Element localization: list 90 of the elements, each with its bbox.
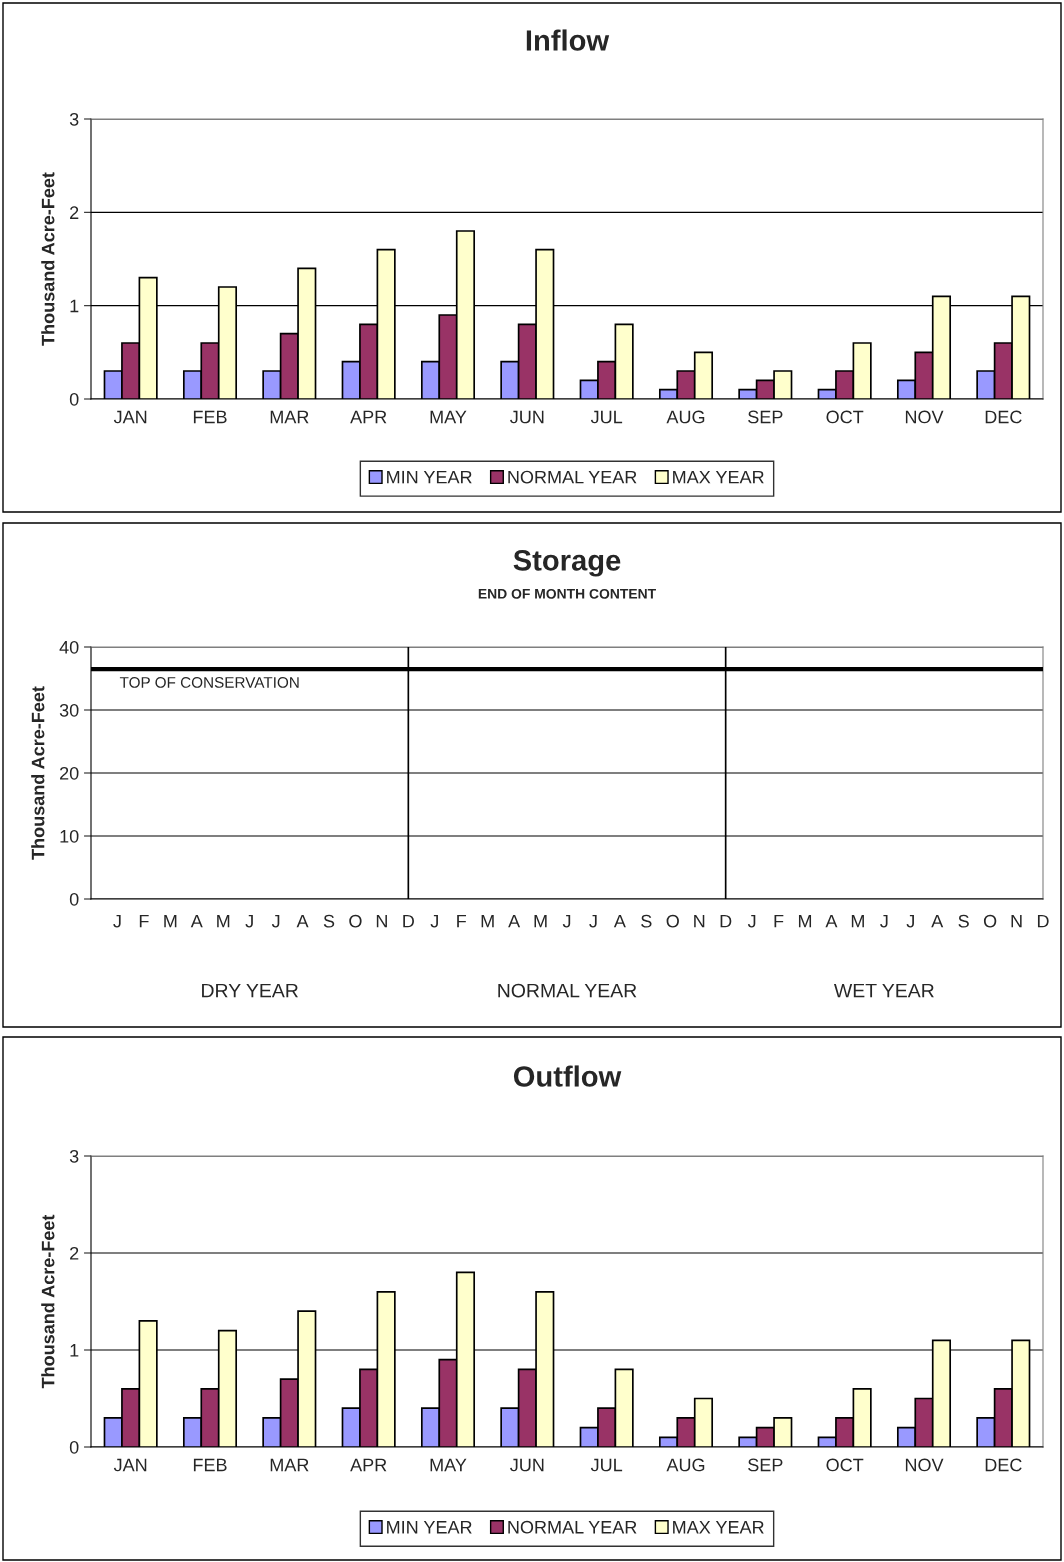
x-tick-label: J — [906, 914, 914, 928]
text: DRY YEAR — [202, 983, 298, 998]
x-tick-label: AUG — [666, 410, 705, 424]
y-tick-label: 0 — [69, 892, 79, 906]
ref-line-label: TOP OF CONSERVATION — [119, 677, 299, 688]
y-axis-title: Thousand Acre-Feet — [41, 172, 55, 346]
y-axis-title: Thousand Acre-Feet — [31, 686, 45, 860]
y-axis-title: Thousand Acre-Feet — [41, 1214, 55, 1389]
x-tick-label: JAN — [113, 410, 147, 424]
x-tick-label: JUL — [590, 410, 623, 424]
legend-label: MAX YEAR — [673, 470, 764, 484]
x-tick-label: F — [774, 914, 784, 928]
x-tick-label: NOV — [905, 410, 944, 424]
x-tick-label: A — [931, 914, 944, 928]
x-tick-label: JUN — [510, 410, 544, 424]
y-tick-label: 3 — [69, 1149, 79, 1163]
x-tick-label: J — [245, 914, 253, 928]
x-tick-label: OCT — [826, 410, 864, 424]
x-tick-label: J — [880, 914, 888, 928]
x-tick-label: JAN — [113, 1458, 147, 1472]
legend-label: NORMAL YEAR — [508, 1520, 637, 1534]
x-tick-label: J — [271, 914, 280, 928]
x-tick-label: J — [589, 914, 597, 928]
x-tick-label: APR — [350, 1458, 387, 1472]
y-tick-label: 0 — [69, 392, 79, 406]
x-tick-label: M — [164, 914, 177, 928]
x-tick-label: F — [457, 914, 467, 928]
x-tick-label: S — [958, 914, 969, 928]
y-tick-label: 20 — [60, 766, 79, 780]
x-tick-label: M — [534, 914, 547, 928]
x-tick-label: A — [190, 914, 203, 928]
y-tick-label: 1 — [70, 1344, 79, 1357]
y-tick-label: 2 — [70, 1246, 79, 1260]
x-tick-label: FEB — [193, 410, 227, 424]
legend-label: NORMAL YEAR — [508, 470, 637, 484]
text: NORMAL YEAR — [498, 983, 637, 998]
x-tick-label: D — [403, 914, 414, 928]
x-tick-label: N — [1011, 914, 1022, 928]
x-tick-label: OCT — [826, 1458, 864, 1472]
x-tick-label: FEB — [193, 1458, 227, 1472]
x-tick-label: J — [747, 914, 756, 928]
x-tick-label: F — [139, 914, 149, 928]
x-tick-label: J — [430, 914, 438, 928]
x-tick-label: M — [851, 914, 864, 928]
x-tick-label: J — [562, 914, 571, 928]
x-tick-label: JUL — [590, 1458, 623, 1472]
x-tick-label: MAY — [430, 1458, 467, 1472]
text: WET YEAR — [833, 983, 934, 998]
x-tick-label: O — [349, 914, 362, 928]
x-tick-label: NOV — [905, 1458, 944, 1472]
x-tick-label: J — [113, 914, 121, 928]
x-tick-label: SEP — [748, 410, 783, 424]
x-tick-label: S — [323, 914, 335, 928]
x-tick-label: D — [1037, 914, 1049, 928]
x-tick-label: SEP — [748, 1458, 783, 1472]
x-tick-label: DEC — [985, 1458, 1022, 1472]
x-tick-label: O — [983, 914, 997, 928]
y-tick-label: 2 — [70, 206, 79, 219]
legend-label: MIN YEAR — [387, 1521, 472, 1534]
x-tick-label: AUG — [666, 1458, 705, 1472]
x-tick-label: MAY — [430, 410, 467, 424]
y-tick-label: 1 — [70, 299, 79, 313]
legend-label: MAX YEAR — [673, 1521, 764, 1534]
y-tick-label: 30 — [59, 703, 79, 717]
x-tick-label: A — [825, 914, 838, 928]
x-tick-label: M — [798, 914, 812, 928]
chart-subtitle: END OF MONTH CONTENT — [478, 588, 656, 599]
x-tick-label: S — [641, 914, 652, 928]
x-tick-label: M — [217, 914, 230, 928]
x-tick-label: A — [296, 914, 309, 928]
chart-title: Inflow — [526, 29, 610, 51]
y-tick-label: 40 — [59, 640, 79, 654]
x-tick-label: N — [694, 914, 705, 928]
x-tick-label: MAR — [270, 1458, 309, 1472]
y-tick-label: 10 — [60, 829, 79, 843]
legend-label: MIN YEAR — [387, 470, 472, 484]
x-tick-label: O — [666, 914, 679, 928]
chart-title: Outflow — [513, 1065, 622, 1087]
x-tick-label: A — [508, 914, 521, 928]
y-tick-label: 0 — [69, 1440, 79, 1454]
x-tick-label: A — [613, 914, 626, 928]
x-tick-label: MAR — [270, 410, 309, 424]
x-tick-label: JUN — [510, 1458, 544, 1472]
x-tick-label: M — [481, 914, 494, 928]
chart-title: Storage — [513, 550, 621, 577]
y-tick-label: 3 — [69, 112, 79, 126]
x-tick-label: DEC — [985, 410, 1022, 424]
x-tick-label: D — [720, 914, 732, 928]
x-tick-label: APR — [350, 410, 387, 424]
x-tick-label: N — [376, 914, 387, 928]
